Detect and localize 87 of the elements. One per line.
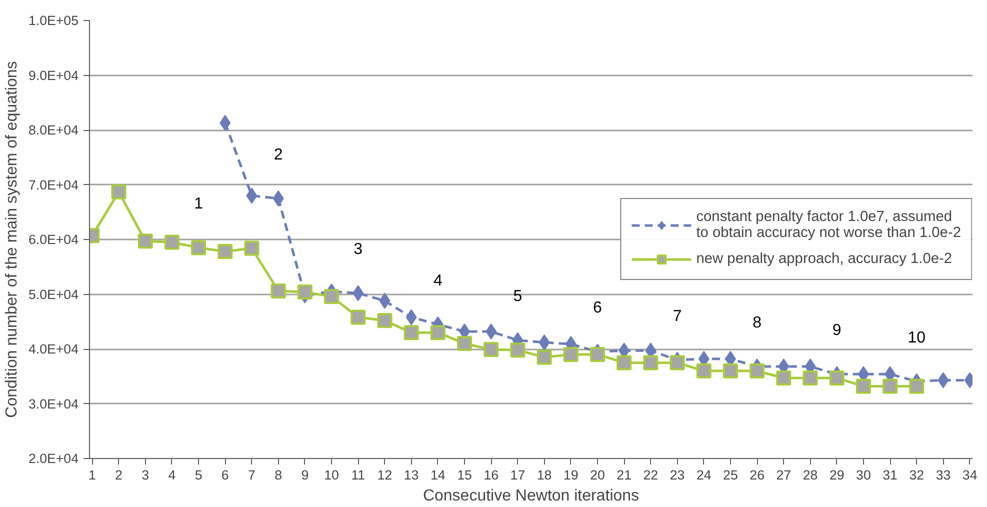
x-tick-label: 8 (274, 468, 282, 482)
x-tick-label: 11 (351, 468, 366, 482)
x-tick-label: 4 (168, 468, 176, 482)
point (484, 342, 499, 358)
x-tick-label: 16 (484, 468, 499, 482)
point (829, 370, 844, 386)
point (722, 363, 738, 378)
point (404, 325, 419, 340)
y-tick-label: 7.0E+04 (28, 177, 80, 192)
x-tick-label: 9 (301, 468, 309, 482)
x-tick-label: 23 (670, 468, 685, 482)
x-tick-label: 27 (776, 468, 792, 482)
point (802, 370, 818, 386)
point (536, 350, 552, 365)
point (218, 244, 233, 260)
x-tick-label: 29 (829, 468, 844, 482)
x-tick-label: 12 (377, 468, 392, 482)
x-tick-label: 6 (221, 468, 229, 482)
x-tick-label: 24 (696, 468, 712, 482)
point (670, 355, 685, 370)
x-tick-label: 33 (936, 468, 951, 482)
x-axis-title: Consecutive Newton iterations (422, 488, 640, 504)
point (643, 355, 658, 370)
x-tick-label: 3 (142, 468, 150, 482)
y-tick-label: 1.0E+05 (28, 13, 79, 28)
x-tick-label: 21 (616, 468, 632, 482)
annotation: 1 (194, 196, 204, 213)
x-tick-label: 15 (457, 468, 472, 482)
point (164, 234, 180, 250)
annotation: 5 (513, 288, 522, 306)
point (430, 325, 446, 340)
x-tick-label: 30 (856, 468, 871, 482)
point (457, 336, 472, 352)
annotation: 2 (274, 146, 283, 164)
x-tick-label: 26 (750, 468, 764, 482)
x-tick-label: 31 (882, 468, 898, 482)
x-tick-label: 22 (643, 468, 658, 482)
x-tick-label: 17 (510, 468, 526, 482)
y-tick-label: 5.0E+04 (28, 286, 80, 302)
annotation: 10 (908, 329, 926, 346)
annotation: 4 (433, 272, 442, 290)
legend-label: new penalty approach, accuracy 1.0e-2 (696, 251, 952, 267)
x-tick-label: 28 (802, 468, 818, 482)
annotation: 6 (593, 300, 602, 317)
annotation: 7 (672, 308, 682, 325)
x-tick-label: 14 (430, 468, 446, 482)
point (244, 240, 260, 256)
x-tick-label: 32 (909, 468, 924, 482)
y-tick-label: 3.0E+04 (28, 396, 80, 412)
x-tick-label: 5 (194, 468, 202, 482)
point (270, 283, 286, 298)
x-tick-label: 20 (590, 468, 605, 482)
point (111, 184, 126, 200)
point (350, 310, 366, 325)
point (909, 378, 924, 394)
point (856, 378, 871, 394)
y-tick-label: 6.0E+04 (28, 232, 80, 247)
point (324, 288, 340, 304)
y-tick-label: 4.0E+04 (28, 342, 80, 356)
y-tick-label: 8.0E+04 (28, 122, 80, 138)
point (776, 370, 792, 386)
point (882, 378, 898, 394)
y-tick-label: 2.0E+04 (28, 451, 80, 466)
x-tick-label: 1 (88, 468, 96, 482)
point (696, 363, 712, 378)
x-tick-label: 25 (723, 468, 738, 482)
x-tick-label: 13 (404, 468, 419, 482)
point (377, 313, 392, 328)
y-axis-title: Condition number of the main system of equations (3, 61, 20, 418)
point (750, 363, 765, 378)
annotation: 8 (752, 314, 762, 332)
annotation: 3 (354, 241, 363, 258)
point (138, 234, 153, 249)
point (563, 346, 578, 362)
point (191, 240, 206, 256)
point (510, 342, 526, 358)
x-tick-label: 2 (115, 468, 122, 482)
x-tick-label: 10 (324, 468, 339, 482)
x-tick-label: 34 (962, 468, 978, 482)
legend-label: constant penalty factor 1.0e7, assumed to obtain accuracy not worse than 1.0e-2 (696, 209, 961, 241)
y-tick-label: 9.0E+04 (28, 68, 80, 83)
point (616, 355, 632, 370)
point (590, 346, 605, 362)
x-tick-label: 7 (248, 468, 256, 482)
x-tick-label: 18 (536, 468, 552, 482)
x-tick-label: 19 (563, 468, 578, 482)
annotation: 9 (832, 322, 842, 340)
